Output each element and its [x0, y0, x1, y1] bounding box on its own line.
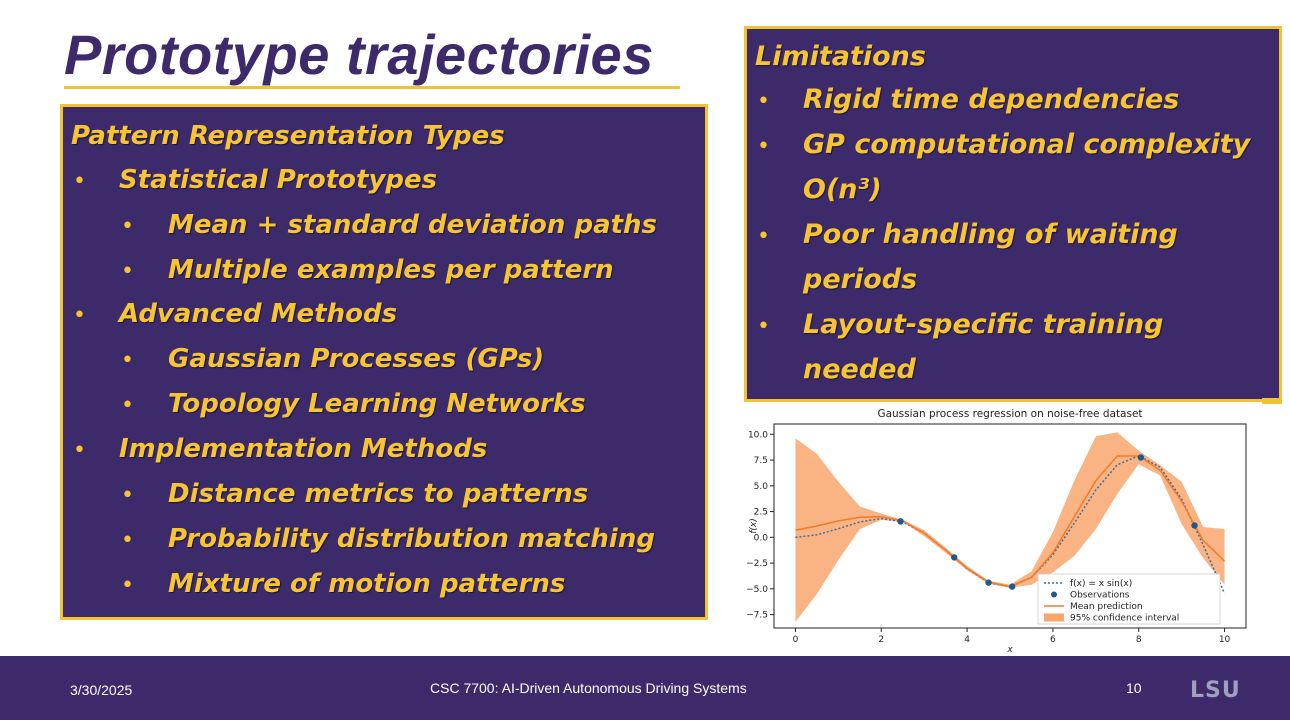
x-tick-label: 4: [964, 635, 970, 645]
limitation-line: GP computational complexity: [803, 129, 1251, 160]
footer-page-number: 10: [1126, 680, 1142, 696]
title-underline: [64, 86, 680, 89]
plot-frame: [773, 423, 1247, 629]
bullet: •: [73, 438, 86, 463]
chart-title: Gaussian process regression on noise-fre…: [877, 408, 1142, 420]
legend-label: Mean prediction: [1070, 602, 1143, 612]
panel-accent: [1262, 398, 1282, 404]
gp-regression-chart: 0 2 4 6 8 10 −7.5 −5.0 −2.5 0.0 2.5 5.0 7.5 10.0 Gauss…: [746, 408, 1247, 655]
confidence-band: [795, 432, 1225, 622]
footer-bar: 3/30/2025 CSC 7700: AI-Driven Autonomous…: [0, 656, 1290, 720]
footer-date: 3/30/2025: [70, 682, 133, 698]
limitation-line: O(n³): [803, 174, 882, 205]
bullet: •: [121, 214, 134, 239]
limitation-line: needed: [803, 354, 916, 385]
legend-swatch-interval: [1044, 613, 1064, 622]
list-item: Mean + standard deviation paths: [168, 210, 658, 240]
list-item: Probability distribution matching: [168, 524, 655, 554]
list-item: Statistical Prototypes: [119, 165, 438, 195]
y-tick-label: 0.0: [754, 533, 769, 543]
limitations-panel: Limitations • Rigid time dependencies • …: [744, 26, 1282, 402]
observation-point: [897, 518, 904, 525]
observation-point: [1008, 583, 1016, 590]
legend-swatch-observations: [1051, 591, 1057, 598]
legend-label: Observations: [1070, 591, 1130, 601]
gp-chart-container: 0 2 4 6 8 10 −7.5 −5.0 −2.5 0.0 2.5 5.0 7.5 10.0 Gauss…: [740, 404, 1262, 655]
bullet: •: [121, 528, 134, 553]
bullet: •: [757, 224, 770, 249]
lsu-logo: LSU: [1190, 678, 1241, 703]
legend-box: [1037, 573, 1221, 625]
list-item: Distance metrics to patterns: [168, 479, 589, 509]
left-content-panel: Pattern Representation Types • Statistic…: [60, 104, 708, 620]
bullet: •: [121, 393, 134, 418]
list-item: Advanced Methods: [119, 299, 398, 329]
footer-course-title: CSC 7700: AI-Driven Autonomous Driving S…: [430, 680, 747, 696]
left-panel-heading: Pattern Representation Types: [71, 121, 505, 151]
bullet: •: [757, 89, 770, 114]
y-tick-label: −5.0: [746, 585, 768, 595]
bullet: •: [73, 169, 86, 194]
list-item: Multiple examples per pattern: [168, 255, 614, 285]
list-item: Implementation Methods: [119, 434, 488, 464]
x-tick-label: 10: [1219, 635, 1231, 645]
x-tick-label: 8: [1136, 635, 1142, 645]
y-tick-label: 7.5: [754, 456, 768, 466]
bullet: •: [121, 573, 134, 598]
x-tick-label: 0: [793, 635, 799, 645]
y-tick-label: −7.5: [746, 611, 768, 621]
y-axis-label: f(x): [749, 518, 759, 534]
observation-point: [1191, 522, 1198, 529]
slide-title: Prototype trajectories: [64, 23, 654, 86]
list-item: Topology Learning Networks: [168, 389, 586, 419]
observation-point: [951, 554, 958, 561]
x-axis-label: x: [1006, 645, 1013, 654]
list-item: Gaussian Processes (GPs): [168, 344, 545, 374]
bullet: •: [757, 314, 770, 339]
bullet: •: [757, 134, 770, 159]
limitation-line: Poor handling of waiting: [803, 219, 1178, 250]
limitation-line: periods: [803, 264, 918, 295]
bullet: •: [121, 348, 134, 373]
observation-point: [985, 579, 992, 586]
y-tick-label: −2.5: [746, 559, 768, 569]
bullet: •: [121, 259, 134, 284]
limitation-line: Rigid time dependencies: [803, 84, 1180, 115]
limitation-line: Layout-specific training: [803, 309, 1164, 340]
y-tick-label: 5.0: [754, 482, 769, 492]
legend-label: 95% confidence interval: [1070, 614, 1179, 624]
bullet: •: [121, 483, 134, 508]
list-item: Mixture of motion patterns: [168, 569, 566, 599]
limitations-heading: Limitations: [755, 41, 926, 72]
bullet: •: [73, 303, 86, 328]
y-tick-label: 10.0: [748, 430, 768, 440]
legend-label: f(x) = x sin(x): [1070, 579, 1132, 589]
observation-point: [1137, 454, 1145, 461]
x-tick-label: 6: [1050, 635, 1056, 645]
x-tick-label: 2: [878, 635, 884, 645]
y-tick-label: 2.5: [754, 508, 768, 518]
